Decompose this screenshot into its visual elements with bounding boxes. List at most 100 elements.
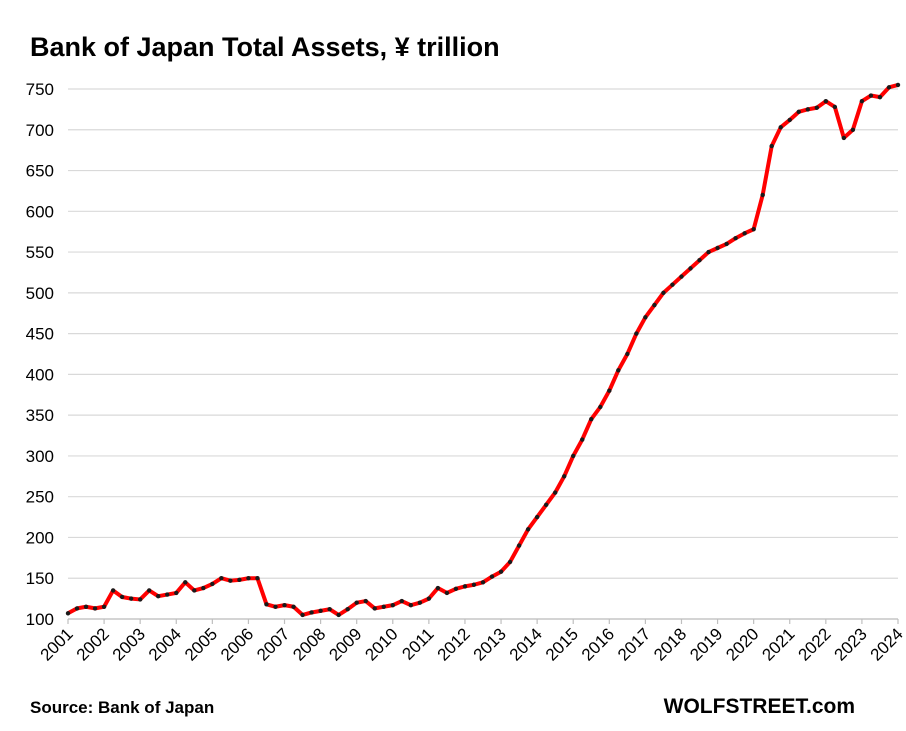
data-point <box>156 593 161 599</box>
data-point <box>552 490 558 495</box>
data-point <box>444 590 450 596</box>
data-point <box>183 580 188 585</box>
data-point <box>471 582 477 587</box>
y-tick-label: 450 <box>26 325 54 344</box>
data-point <box>237 577 242 583</box>
data-point <box>363 598 368 604</box>
data-point <box>255 576 260 581</box>
data-point <box>724 241 729 247</box>
data-point <box>273 604 278 609</box>
data-point <box>300 612 305 618</box>
data-point <box>372 606 377 611</box>
data-point <box>291 604 296 609</box>
data-point <box>823 99 829 104</box>
source-note: Source: Bank of Japan <box>30 698 214 717</box>
data-point <box>146 588 152 593</box>
y-tick-label: 550 <box>26 243 54 262</box>
data-point <box>877 94 883 100</box>
data-point <box>561 474 567 479</box>
data-point <box>571 453 576 459</box>
data-point <box>832 104 838 110</box>
data-point <box>210 581 215 587</box>
y-tick-label: 500 <box>26 284 54 303</box>
data-point <box>137 597 143 602</box>
data-point <box>128 596 134 601</box>
data-point <box>101 604 107 609</box>
data-point <box>228 578 233 583</box>
data-point <box>408 602 414 608</box>
data-point <box>399 598 405 604</box>
data-point <box>607 388 612 393</box>
data-point <box>435 585 441 591</box>
data-point <box>192 588 197 593</box>
data-point <box>868 93 874 98</box>
y-tick-label: 650 <box>26 162 54 181</box>
data-point <box>787 117 792 123</box>
data-point <box>634 331 639 336</box>
data-point <box>417 600 423 605</box>
data-point <box>742 231 747 236</box>
y-tick-label: 350 <box>26 406 54 425</box>
data-point <box>264 602 269 607</box>
data-point <box>625 351 630 357</box>
y-tick-label: 150 <box>26 569 54 588</box>
data-point <box>246 576 251 581</box>
data-point <box>354 600 359 605</box>
data-point <box>598 404 603 410</box>
data-point <box>516 543 522 548</box>
data-point <box>282 602 287 608</box>
data-point <box>796 109 801 115</box>
data-point <box>814 105 820 110</box>
y-tick-label: 250 <box>26 488 54 507</box>
data-point <box>309 610 314 615</box>
data-point <box>661 290 666 296</box>
data-point <box>525 527 531 532</box>
data-point <box>841 135 847 141</box>
data-point <box>643 315 648 320</box>
data-point <box>318 608 323 614</box>
data-point <box>688 266 693 271</box>
data-point <box>859 99 865 104</box>
y-tick-label: 750 <box>26 80 54 99</box>
data-point <box>580 437 585 442</box>
data-point <box>895 82 901 88</box>
data-point <box>886 85 892 90</box>
data-point <box>706 249 711 255</box>
y-tick-label: 600 <box>26 202 54 221</box>
data-point <box>201 585 206 591</box>
data-point <box>616 368 621 373</box>
data-point <box>679 274 684 279</box>
data-point <box>534 514 540 520</box>
data-point <box>769 143 774 149</box>
data-point <box>670 282 675 287</box>
brand: WOLFSTREET.com <box>664 695 855 718</box>
data-point <box>733 236 738 241</box>
data-point <box>165 592 170 597</box>
data-point <box>426 596 432 601</box>
data-point <box>65 611 71 616</box>
data-point <box>489 574 495 579</box>
chart-title: Bank of Japan Total Assets, ¥ trillion <box>30 32 500 62</box>
data-point <box>219 576 224 581</box>
data-point <box>751 227 756 232</box>
data-point <box>110 588 116 593</box>
data-point <box>850 127 856 132</box>
data-point <box>652 302 657 308</box>
data-point <box>345 607 350 612</box>
data-point <box>507 559 513 565</box>
y-tick-label: 400 <box>26 365 54 384</box>
data-point <box>480 580 486 585</box>
data-point <box>589 417 594 422</box>
data-point <box>381 604 386 609</box>
data-point <box>92 606 98 611</box>
data-point <box>119 594 125 600</box>
data-point <box>390 602 395 608</box>
y-tick-label: 300 <box>26 447 54 466</box>
y-tick-label: 200 <box>26 528 54 547</box>
data-point <box>805 107 810 112</box>
data-point <box>83 604 89 609</box>
y-tick-label: 700 <box>26 121 54 140</box>
